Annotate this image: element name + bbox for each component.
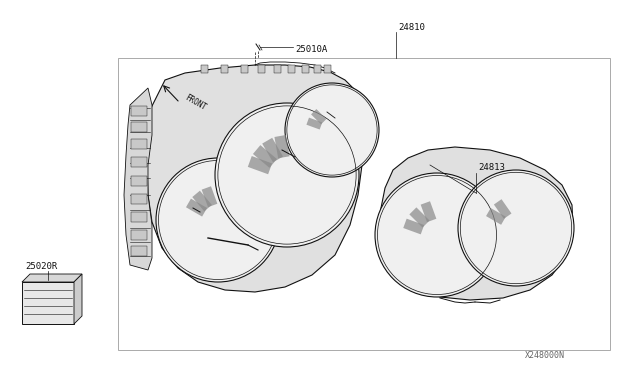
Text: 25020R: 25020R (25, 262, 57, 271)
Bar (131, 194, 147, 204)
Ellipse shape (375, 173, 499, 297)
Bar (324, 65, 331, 73)
Bar (221, 65, 228, 73)
Bar (131, 157, 147, 167)
Bar (22, 282, 74, 324)
Polygon shape (147, 65, 362, 292)
Bar (131, 122, 147, 132)
Polygon shape (248, 156, 272, 174)
Bar (131, 212, 147, 222)
Polygon shape (307, 118, 323, 129)
Bar (201, 65, 208, 73)
Text: FRONT: FRONT (183, 93, 207, 112)
Ellipse shape (458, 170, 574, 286)
Polygon shape (262, 138, 283, 162)
Text: 24810: 24810 (398, 22, 425, 32)
Bar (131, 176, 147, 186)
Text: 24813: 24813 (478, 164, 505, 173)
Bar (302, 65, 309, 73)
Polygon shape (192, 191, 212, 211)
Polygon shape (202, 186, 218, 207)
Polygon shape (186, 199, 207, 217)
Bar (131, 246, 147, 256)
Polygon shape (410, 207, 429, 228)
Polygon shape (403, 219, 424, 234)
Bar (131, 139, 147, 149)
Ellipse shape (156, 158, 280, 282)
Polygon shape (420, 201, 436, 222)
Bar (131, 230, 147, 240)
Ellipse shape (285, 83, 379, 177)
Bar (314, 65, 321, 73)
Bar (288, 65, 295, 73)
Polygon shape (74, 274, 82, 324)
Polygon shape (124, 88, 152, 270)
Bar (118, 58, 610, 350)
Bar (241, 65, 248, 73)
Bar (131, 106, 147, 116)
Bar (274, 65, 281, 73)
Polygon shape (275, 135, 289, 158)
Polygon shape (380, 147, 573, 300)
Ellipse shape (215, 103, 359, 247)
Polygon shape (22, 274, 82, 282)
Polygon shape (494, 199, 511, 219)
Polygon shape (311, 109, 326, 124)
Polygon shape (486, 208, 506, 225)
Text: 25010A: 25010A (295, 45, 327, 55)
Polygon shape (253, 145, 277, 168)
Text: X248000N: X248000N (525, 351, 565, 360)
Bar (258, 65, 265, 73)
